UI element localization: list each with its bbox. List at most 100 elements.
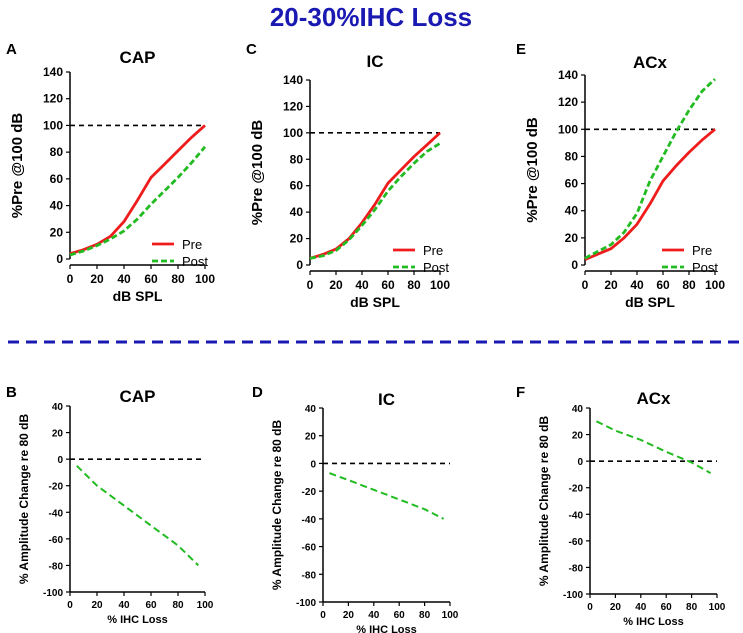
y-tick-label: 100: [43, 118, 63, 132]
y-tick-label: -100: [563, 590, 583, 601]
x-tick-label: 0: [67, 272, 74, 286]
y-tick-label: 120: [43, 92, 63, 106]
x-axis-label: % IHC Loss: [107, 614, 168, 626]
y-tick-label: 40: [305, 404, 317, 415]
y-tick-label: 40: [290, 205, 304, 219]
x-tick-label: 20: [343, 610, 355, 621]
series-line-pre: [69, 124, 206, 256]
x-tick-label: 20: [604, 278, 618, 292]
y-axis-label: %Pre @100 dB: [9, 113, 26, 219]
y-tick-label: -80: [49, 561, 64, 572]
x-axis-label: % IHC Loss: [623, 616, 684, 628]
y-tick-label: 0: [56, 252, 63, 266]
y-tick-label: -60: [49, 535, 64, 546]
x-tick-label: 60: [145, 600, 157, 611]
chart-panel-b: B CAP -100 -80 -60 -40 -20 0 20 40 0 20 40 60 80 100 % I…: [6, 384, 214, 626]
legend-label-post: Post: [692, 260, 718, 275]
panel-letter: C: [246, 41, 257, 58]
chart-title: ACx: [636, 389, 671, 408]
chart-title: IC: [378, 390, 395, 409]
chart-panel-a: A CAP 0 20 40 60 80 100 120 140 0 20 40 60 80 100 dB SPL…: [6, 41, 215, 304]
x-tick-label: 60: [661, 602, 673, 613]
y-tick-label: 140: [283, 73, 303, 87]
panel-letter: B: [6, 384, 17, 401]
legend-label-post: Post: [182, 254, 208, 269]
y-tick-label: 60: [565, 177, 579, 191]
y-tick-label: 20: [565, 231, 579, 245]
x-tick-label: 100: [709, 602, 726, 613]
x-tick-label: 40: [635, 602, 647, 613]
chart-panel-d: D IC -100 -80 -60 -40 -20 0 20 40 0 20 40 60 80 100 % IH…: [252, 384, 459, 633]
y-tick-label: 140: [43, 65, 63, 79]
chart-title: CAP: [120, 387, 156, 406]
y-tick-label: 20: [290, 232, 304, 246]
y-tick-label: -80: [302, 570, 317, 581]
y-tick-label: -20: [569, 484, 584, 495]
y-axis-label: % Amplitude Change re 80 dB: [537, 416, 551, 587]
y-tick-label: 120: [558, 95, 578, 109]
y-axis-label: % Amplitude Change re 80 dB: [270, 420, 284, 591]
y-tick-label: 80: [290, 152, 304, 166]
y-tick-label: -100: [296, 598, 316, 609]
x-tick-label: 100: [195, 272, 215, 286]
series-line-post: [595, 420, 712, 474]
y-tick-label: 0: [577, 457, 583, 468]
x-tick-label: 20: [91, 600, 103, 611]
y-axis-label: %Pre @100 dB: [524, 117, 541, 223]
x-tick-label: 60: [656, 278, 670, 292]
panel-letter: E: [516, 41, 526, 58]
y-axis-label: % Amplitude Change re 80 dB: [17, 414, 31, 585]
series-line-post: [76, 465, 200, 567]
x-tick-label: 100: [430, 278, 450, 292]
x-tick-label: 80: [419, 610, 431, 621]
y-tick-label: 80: [50, 145, 64, 159]
x-axis-label: dB SPL: [113, 288, 163, 304]
y-tick-label: 40: [52, 402, 64, 413]
legend-label-pre: Pre: [182, 237, 202, 252]
x-tick-label: 60: [144, 272, 158, 286]
y-tick-label: -20: [302, 487, 317, 498]
x-tick-label: 40: [368, 610, 380, 621]
chart-panels: A CAP 0 20 40 60 80 100 120 140 0 20 40 60 80 100 dB SPL…: [6, 41, 726, 633]
y-tick-label: -40: [49, 508, 64, 519]
x-tick-label: 20: [610, 602, 622, 613]
y-tick-label: -40: [302, 515, 317, 526]
y-tick-label: 120: [283, 99, 303, 113]
y-tick-label: 20: [572, 431, 584, 442]
legend-label-post: Post: [423, 260, 449, 275]
y-tick-label: 100: [283, 126, 303, 140]
series-line-post: [329, 472, 445, 520]
y-tick-label: 60: [50, 172, 64, 186]
x-tick-label: 40: [630, 278, 644, 292]
y-tick-label: -40: [569, 510, 584, 521]
x-tick-label: 100: [442, 610, 459, 621]
y-tick-label: 20: [50, 225, 64, 239]
series-line-post: [584, 78, 716, 260]
series-line-post: [69, 145, 207, 257]
y-tick-label: 140: [558, 68, 578, 82]
x-tick-label: 80: [171, 272, 185, 286]
x-tick-label: 40: [118, 600, 130, 611]
y-tick-label: 40: [572, 404, 584, 415]
x-axis-label: dB SPL: [350, 294, 400, 310]
x-tick-label: 20: [329, 278, 343, 292]
x-tick-label: 20: [90, 272, 104, 286]
chart-panel-f: F ACx -100 -80 -60 -40 -20 0 20 40 0 20 40 60 80 100 % I…: [516, 384, 726, 628]
x-tick-label: 80: [682, 278, 696, 292]
y-tick-label: -80: [569, 563, 584, 574]
x-tick-label: 60: [394, 610, 406, 621]
chart-title: ACx: [633, 53, 668, 72]
x-tick-label: 80: [407, 278, 421, 292]
y-tick-label: 80: [565, 149, 579, 163]
y-tick-label: 0: [296, 258, 303, 272]
x-tick-label: 80: [172, 600, 184, 611]
x-tick-label: 0: [320, 610, 326, 621]
chart-panel-e: E ACx 0 20 40 60 80 100 120 140 0 20 40 60 80 100 dB SPL…: [516, 41, 725, 310]
x-tick-label: 100: [197, 600, 214, 611]
y-tick-label: -100: [43, 588, 63, 599]
x-tick-label: 60: [381, 278, 395, 292]
y-tick-label: 0: [57, 455, 63, 466]
y-tick-label: 20: [52, 429, 64, 440]
series-line-pre: [309, 131, 441, 260]
x-tick-label: 0: [307, 278, 314, 292]
